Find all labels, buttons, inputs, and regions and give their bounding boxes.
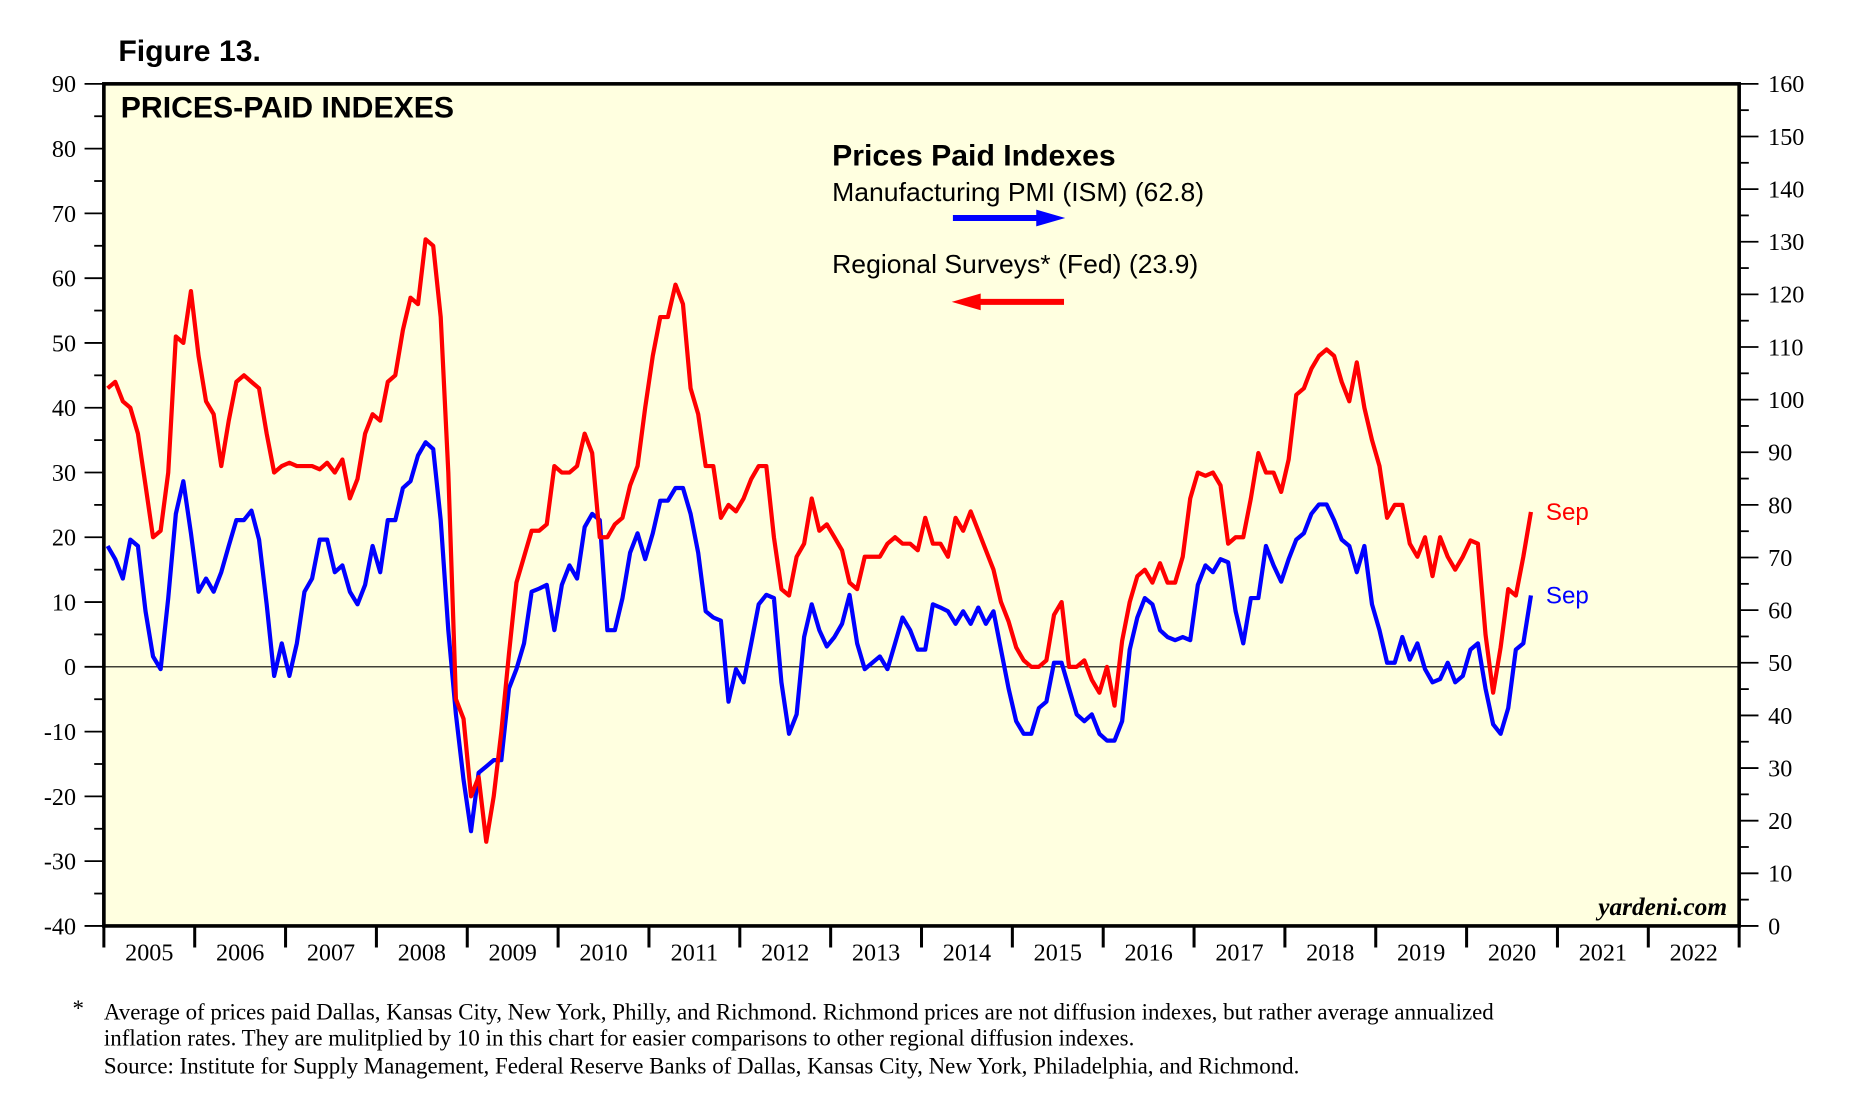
- left-axis-tick-label: -10: [44, 720, 76, 746]
- right-axis-tick-label: 10: [1768, 862, 1792, 888]
- x-axis-tick-label: 2016: [1124, 941, 1172, 967]
- x-axis-tick-label: 2006: [216, 941, 264, 967]
- x-axis-tick-label: 2005: [125, 941, 173, 967]
- right-axis-tick-label: 100: [1768, 388, 1804, 414]
- footnote-line-1: Average of prices paid Dallas, Kansas Ci…: [104, 999, 1494, 1024]
- x-axis-tick-label: 2008: [398, 941, 446, 967]
- x-axis-tick-label: 2018: [1306, 941, 1354, 967]
- axes: 9080706050403020100-10-20-30-40160150140…: [44, 72, 1804, 966]
- x-axis-tick-label: 2019: [1397, 941, 1445, 967]
- left-axis-tick-label: 40: [52, 396, 76, 422]
- x-axis-tick-label: 2013: [852, 941, 900, 967]
- x-axis-tick-label: 2020: [1488, 941, 1536, 967]
- left-axis-tick-label: 50: [52, 331, 76, 357]
- right-axis-tick-label: 30: [1768, 757, 1792, 783]
- right-axis-tick-label: 50: [1768, 651, 1792, 677]
- right-axis-tick-label: 160: [1768, 72, 1804, 98]
- right-axis-tick-label: 130: [1768, 230, 1804, 256]
- left-axis-tick-label: 80: [52, 137, 76, 163]
- left-axis-tick-label: 10: [52, 591, 76, 617]
- x-axis-tick-label: 2010: [579, 941, 627, 967]
- right-axis-tick-label: 110: [1768, 335, 1803, 361]
- right-arrow-icon: [952, 209, 1066, 227]
- series-lines: [105, 237, 1534, 844]
- left-axis-tick-label: 30: [52, 461, 76, 487]
- fed-end-label: Sep: [1546, 499, 1589, 526]
- x-axis-tick-label: 2015: [1034, 941, 1082, 967]
- left-axis-tick-label: -40: [44, 914, 76, 940]
- left-axis-tick-label: 70: [52, 202, 76, 228]
- x-axis-tick-label: 2021: [1579, 941, 1627, 967]
- x-axis-tick-label: 2009: [489, 941, 537, 967]
- x-axis-tick-label: 2022: [1670, 941, 1718, 967]
- ism-manufacturing-line: [105, 440, 1534, 834]
- left-axis-tick-label: 0: [64, 655, 76, 681]
- ism-end-label: Sep: [1546, 583, 1589, 610]
- x-axis-tick-label: 2014: [943, 941, 991, 967]
- right-axis-tick-label: 120: [1768, 283, 1804, 309]
- x-axis-tick-label: 2007: [307, 941, 355, 967]
- legend-entry-ism: Manufacturing PMI (ISM) (62.8): [832, 177, 1204, 207]
- right-axis-tick-label: 20: [1768, 809, 1792, 835]
- right-axis-tick-label: 80: [1768, 493, 1792, 519]
- footnote: * Average of prices paid Dallas, Kansas …: [72, 996, 1494, 1078]
- right-axis-tick-label: 140: [1768, 178, 1804, 204]
- x-axis-tick-label: 2011: [671, 941, 718, 967]
- left-axis-tick-label: -20: [44, 785, 76, 811]
- footnote-source: Source: Institute for Supply Management,…: [104, 1053, 1300, 1078]
- right-axis-tick-label: 150: [1768, 125, 1804, 151]
- plot-frame: [102, 82, 1741, 928]
- legend-title: Prices Paid Indexes: [832, 139, 1116, 172]
- right-axis-tick-label: 60: [1768, 599, 1792, 625]
- right-axis-tick-label: 70: [1768, 546, 1792, 572]
- regional-surveys-line: [106, 237, 1534, 844]
- legend: Prices Paid Indexes Manufacturing PMI (I…: [832, 139, 1204, 311]
- x-axis-tick-label: 2012: [761, 941, 809, 967]
- left-arrow-icon: [951, 293, 1065, 311]
- footnote-marker: *: [72, 996, 83, 1021]
- right-axis-tick-label: 90: [1768, 441, 1792, 467]
- figure-label: Figure 13.: [118, 35, 261, 68]
- legend-entry-fed: Regional Surveys* (Fed) (23.9): [832, 249, 1198, 279]
- left-axis-tick-label: 90: [52, 72, 76, 98]
- x-axis-tick-label: 2017: [1215, 941, 1263, 967]
- left-axis-tick-label: 20: [52, 526, 76, 552]
- left-axis-tick-label: 60: [52, 267, 76, 293]
- watermark: yardeni.com: [1595, 893, 1727, 921]
- plot-background: [103, 83, 1740, 926]
- chart-title: PRICES-PAID INDEXES: [121, 91, 454, 124]
- footnote-line-2: inflation rates. They are mulitplied by …: [104, 1026, 1134, 1051]
- right-axis-tick-label: 40: [1768, 704, 1792, 730]
- right-axis-tick-label: 0: [1768, 914, 1780, 940]
- left-axis-tick-label: -30: [44, 850, 76, 876]
